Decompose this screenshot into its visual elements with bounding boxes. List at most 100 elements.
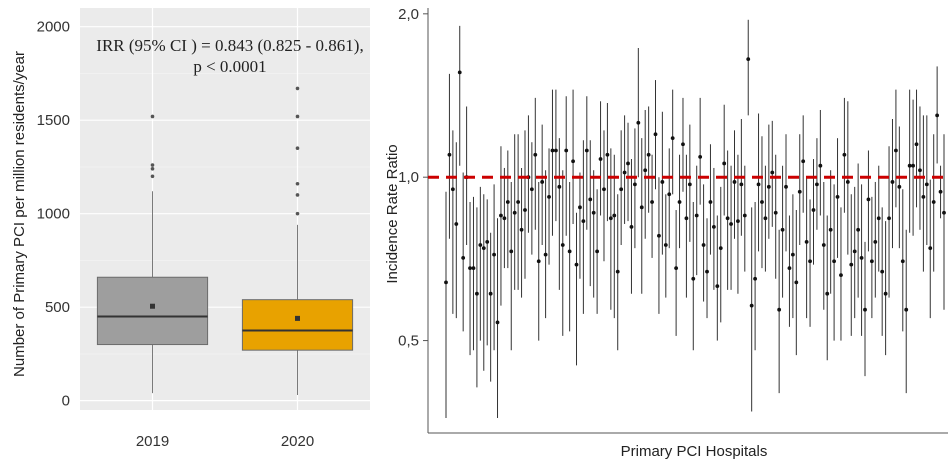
outlier-point (295, 146, 300, 151)
point-estimate (643, 168, 648, 173)
box-2020 (241, 299, 354, 351)
point-estimate (639, 205, 644, 210)
point-estimate (832, 259, 836, 264)
forest-panel: 0,5 1,0 2,0 Incidence Rate Ratio Primary P… (384, 6, 948, 460)
boxes (96, 86, 354, 396)
point-estimate (935, 113, 940, 118)
point-estimate (825, 291, 830, 296)
point-estimate (450, 187, 455, 192)
point-estimate (475, 291, 479, 296)
point-estimate (657, 233, 661, 238)
outlier-point (150, 174, 155, 179)
point-estimate (543, 252, 548, 257)
outlier-point (150, 163, 155, 167)
point-estimate (488, 291, 493, 296)
point-estimate (815, 182, 819, 187)
point-estimate (708, 200, 713, 204)
point-estimate (849, 262, 854, 267)
point-estimate (742, 213, 747, 218)
point-estimate (780, 227, 785, 232)
outlier-point (150, 114, 155, 119)
point-estimate (883, 291, 888, 296)
y-tick-label: 1,0 (398, 169, 419, 186)
point-estimate (457, 70, 462, 75)
point-estimate (478, 243, 483, 247)
point-estimate (560, 243, 565, 247)
point-estimate (454, 222, 459, 226)
point-estimate (516, 200, 521, 204)
outlier-point (150, 167, 155, 171)
annotation-line-2: p < 0.0001 (193, 57, 266, 76)
point-estimate (873, 239, 878, 244)
axes (427, 8, 948, 434)
point-estimate (773, 210, 778, 215)
point-estimate (753, 276, 758, 281)
point-estimate (921, 194, 926, 199)
point-estimate (804, 239, 809, 244)
outlier-point (295, 193, 300, 197)
point-estimate (749, 303, 754, 308)
outlier-point (295, 86, 300, 91)
point-estimate (536, 259, 541, 264)
point-estimate (481, 246, 486, 251)
point-estimate (602, 187, 606, 192)
y-tick-label: 2,0 (398, 6, 419, 23)
point-estimate (533, 152, 538, 157)
y-tick-label: 2000 (37, 19, 70, 36)
point-estimate (512, 210, 517, 215)
point-estimate (505, 200, 510, 204)
point-estimate (650, 200, 654, 204)
point-estimate (876, 216, 881, 221)
y-tick-labels: 0,5 1,0 2,0 (398, 6, 428, 350)
point-estimate (784, 184, 788, 189)
point-estimate (629, 224, 634, 229)
point-estimate (485, 239, 490, 244)
point-estimate (567, 249, 572, 254)
y-tick-label: 0,5 (398, 333, 419, 350)
point-estimate (701, 243, 706, 247)
point-estimate (938, 189, 943, 194)
point-estimate (471, 266, 476, 270)
point-estimate (746, 57, 751, 62)
point-estimate (818, 163, 823, 168)
point-estimate (595, 249, 600, 254)
outlier-point (295, 181, 300, 186)
point-estimate (770, 170, 775, 175)
point-estimate (540, 180, 545, 184)
point-estimate (711, 224, 716, 229)
point-estimate (691, 276, 696, 281)
point-estimate (931, 200, 936, 204)
point-estimate (588, 197, 593, 202)
point-estimate (787, 266, 792, 270)
y-tick-label: 0 (62, 393, 70, 410)
point-estimate (928, 246, 933, 251)
point-estimate (760, 200, 764, 204)
boxplot-panel: 0 500 1000 1500 2000 2019 2020 Number of Prima… (11, 8, 370, 450)
point-estimate (608, 216, 613, 221)
point-estimate (924, 182, 929, 187)
mean-marker (150, 303, 155, 309)
point-estimate (869, 259, 874, 264)
x-tick-label: 2019 (136, 433, 169, 450)
hospital-estimates (444, 19, 946, 418)
point-estimate (660, 180, 665, 184)
point-estimate (598, 157, 603, 161)
point-estimate (835, 194, 840, 199)
point-estimate (509, 249, 514, 254)
point-estimate (677, 200, 682, 204)
y-tick-label: 1000 (37, 206, 70, 223)
point-estimate (736, 219, 740, 224)
point-estimate (684, 216, 689, 221)
point-estimate (942, 210, 946, 215)
point-estimate (828, 227, 833, 232)
point-estimate (845, 180, 850, 184)
point-estimate (584, 148, 589, 153)
point-estimate (729, 222, 733, 226)
point-estimate (904, 307, 909, 312)
y-tick-label: 1500 (37, 112, 70, 129)
point-estimate (839, 273, 843, 278)
point-estimate (887, 216, 891, 221)
point-estimate (907, 163, 912, 168)
point-estimate (715, 284, 720, 288)
